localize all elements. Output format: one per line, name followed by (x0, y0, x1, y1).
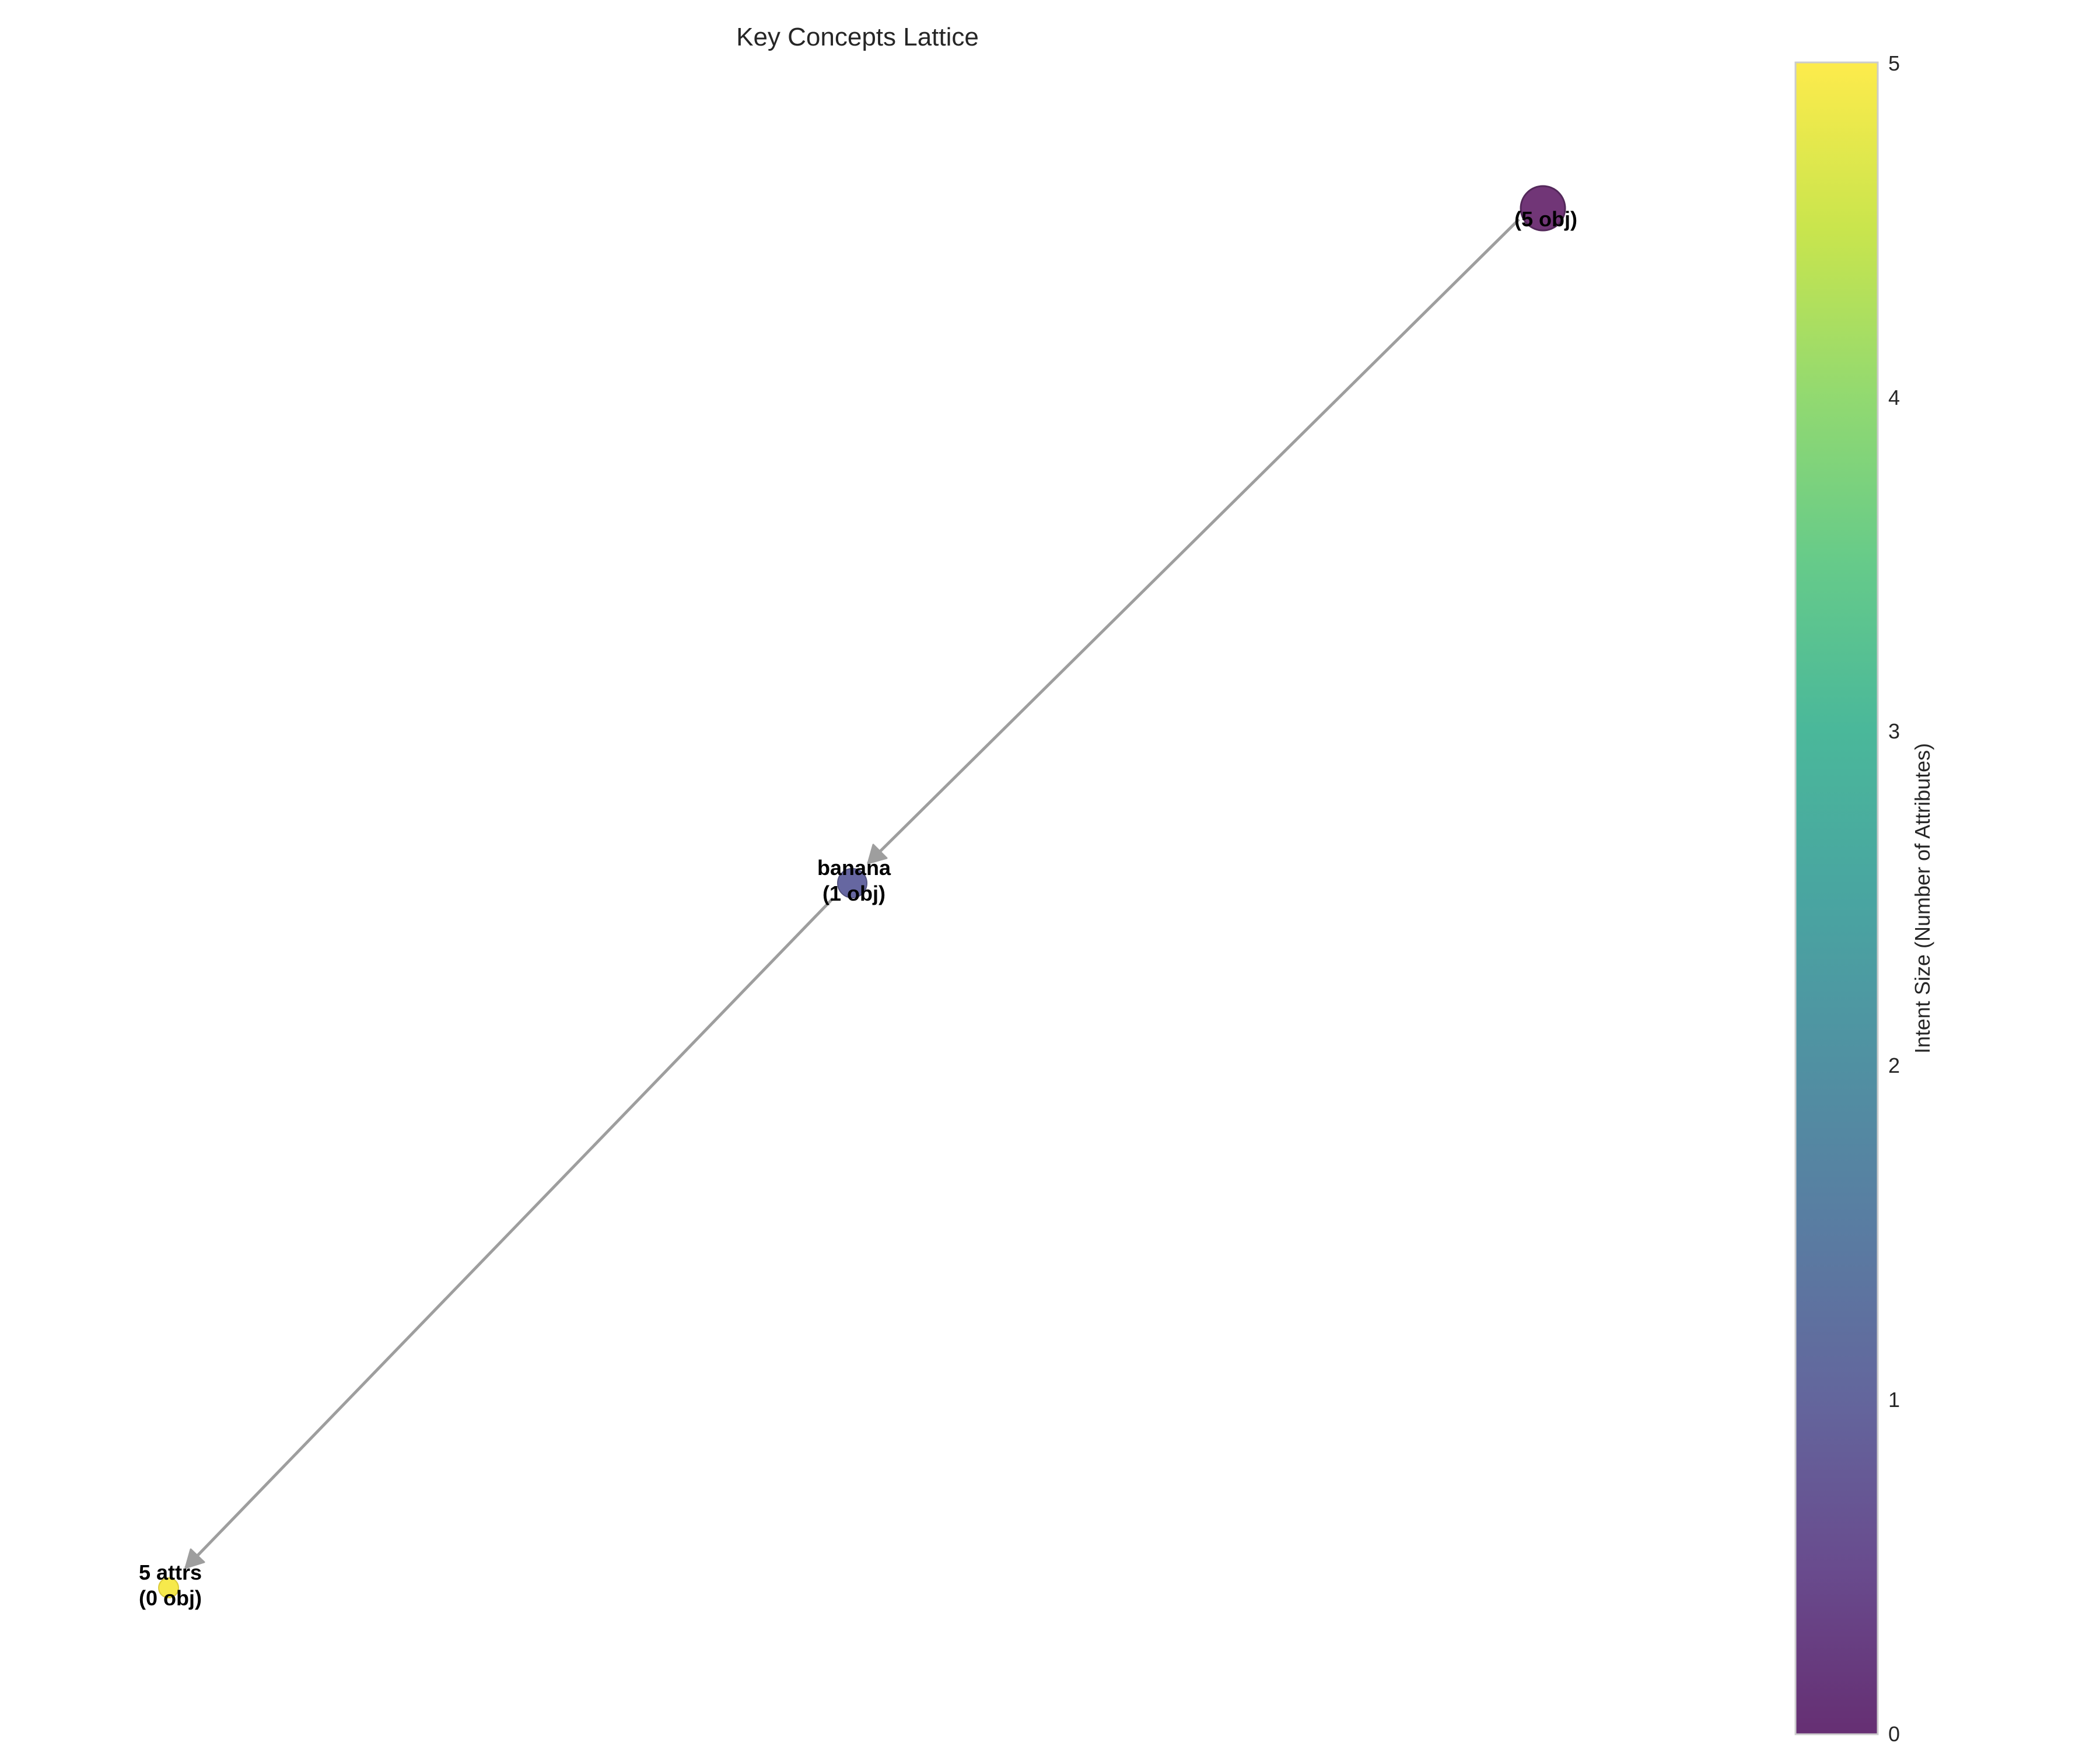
edges (184, 218, 1520, 1569)
colorbar-tick-2: 2 (1888, 1054, 1900, 1077)
node-banana-label-line2: (1 obj) (822, 881, 886, 905)
edge-banana-to-bottom (184, 897, 834, 1569)
colorbar-gradient (1796, 62, 1878, 1734)
colorbar-tick-0: 0 (1888, 1722, 1900, 1746)
node-banana-label-line1: banana (817, 856, 891, 880)
node-labels: (5 obj) banana (1 obj) 5 attrs (0 obj) (139, 207, 1577, 1610)
node-bottom (158, 1577, 179, 1598)
colorbar-frame (1794, 61, 1879, 1735)
edge-top-to-banana (867, 218, 1520, 864)
node-bottom-label-line2: (0 obj) (139, 1586, 202, 1610)
colorbar-tick-1: 1 (1888, 1388, 1900, 1412)
node-banana (837, 868, 867, 898)
colorbar-tick-5: 5 (1888, 51, 1900, 75)
nodes (158, 185, 1566, 1598)
colorbar-tick-4: 4 (1888, 386, 1900, 410)
colorbar-tick-3: 3 (1888, 719, 1900, 743)
colorbar-label: Intent Size (Number of Attributes) (1910, 743, 1934, 1054)
node-top-label-line2: (5 obj) (1514, 207, 1577, 231)
node-top (1520, 185, 1566, 232)
arrowhead-banana (867, 844, 888, 864)
chart-title: Key Concepts Lattice (736, 23, 979, 51)
arrowhead-bottom (184, 1548, 205, 1569)
colorbar: 0 1 2 3 4 5 Intent Size (Number of Attri… (1794, 51, 1934, 1746)
node-bottom-label-line1: 5 attrs (139, 1560, 202, 1584)
